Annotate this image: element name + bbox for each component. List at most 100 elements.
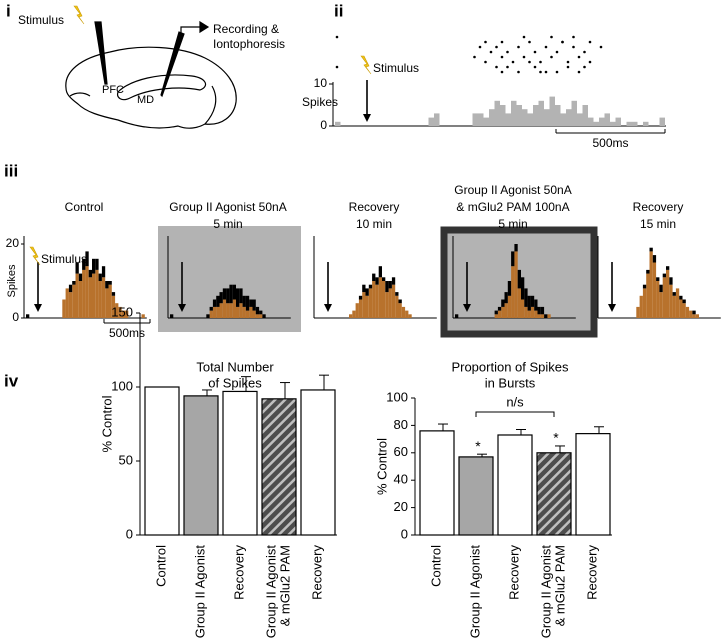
raster-dot [517, 70, 520, 74]
bar-segment [534, 299, 538, 311]
bar-segment [695, 314, 699, 318]
annotation: Stimulus [373, 61, 419, 75]
bar-segment [26, 314, 30, 318]
bar-segment [521, 299, 525, 318]
bar-segment [652, 262, 657, 318]
x-tick-label: Recovery [584, 545, 599, 600]
bar [626, 121, 632, 126]
bar [505, 113, 511, 126]
scale-bar-label: 500ms [592, 136, 628, 150]
raster-dot [550, 55, 553, 59]
bar-segment [679, 295, 683, 300]
y-tick-label: 20 [394, 499, 408, 514]
bar-segment [101, 277, 106, 318]
y-axis-label: % Control [374, 438, 389, 495]
bar-segment [365, 295, 369, 318]
raster-dot [478, 45, 482, 49]
bar-segment [259, 314, 263, 318]
bar-segment [82, 269, 86, 318]
bar-segment [85, 251, 89, 267]
bar-segment [236, 306, 240, 318]
bar-segment [646, 273, 650, 318]
x-tick-label: & mGlu2 PAM [552, 545, 567, 626]
bar-segment [672, 292, 676, 296]
bar [419, 430, 455, 536]
bar-segment [242, 295, 246, 307]
bar-segment [375, 284, 379, 318]
significance-label: * [475, 438, 481, 454]
bar-segment [636, 306, 640, 318]
bar-segment [98, 281, 102, 318]
raster-dot [528, 40, 531, 44]
y-tick-label: 80 [394, 417, 408, 432]
raster-dot [500, 70, 504, 74]
bar-segment [105, 288, 109, 318]
bar-segment [209, 306, 213, 311]
bar-segment [212, 299, 217, 307]
bar [434, 113, 440, 126]
scale-bar-label: 500ms [109, 326, 145, 340]
chart-title: in Bursts [485, 375, 536, 390]
bar-segment [72, 281, 76, 285]
raster-dot [550, 35, 553, 39]
bar-segment [642, 288, 647, 318]
x-tick-label: & mGlu2 PAM [277, 545, 292, 626]
bar-segment [669, 277, 673, 285]
bar-segment [262, 314, 266, 318]
bar-segment [226, 303, 230, 318]
bar-segment [540, 314, 545, 318]
bar-segment [68, 292, 73, 318]
bar-segment [642, 284, 647, 289]
bar-segment [368, 288, 373, 318]
y-tick-label: 0 [12, 310, 19, 324]
bar-segment [382, 281, 386, 318]
bar-segment [115, 303, 119, 318]
panel-title: 5 min [213, 217, 242, 231]
bracket [475, 411, 555, 417]
bar-segment [527, 295, 531, 311]
bar-segment [216, 295, 220, 307]
y-tick-label: 20 [6, 236, 20, 250]
raster-dot [500, 55, 504, 59]
chart-title: Total Number [196, 359, 274, 374]
panel-title: Control [65, 200, 104, 214]
bar-segment [111, 295, 116, 318]
bar-segment [242, 306, 246, 318]
bar [511, 100, 517, 126]
raster-dot [572, 45, 575, 49]
bar-segment [666, 266, 670, 270]
bar [522, 109, 528, 126]
bar-segment [497, 306, 502, 311]
bar-segment [494, 310, 498, 315]
chart-title: of Spikes [208, 375, 262, 390]
bar-segment [382, 277, 386, 281]
bar-segment [219, 292, 223, 304]
y-tick-label: 40 [394, 472, 408, 487]
x-tick-label: Group II Agonist [192, 545, 207, 639]
raster-dot [555, 70, 559, 74]
bar-segment [455, 314, 459, 318]
bar-segment [675, 288, 680, 318]
bar-segment [78, 281, 83, 318]
bar-segment [659, 284, 663, 293]
bar [571, 100, 577, 126]
bar-segment [527, 310, 531, 318]
arrow-head [608, 304, 616, 312]
bar-segment [222, 299, 227, 318]
bar-segment [206, 314, 210, 318]
raster-dot [335, 35, 339, 39]
bar-segment [222, 288, 227, 300]
bar-segment [358, 299, 363, 318]
bar-segment [108, 281, 112, 285]
raster-dot [517, 45, 520, 49]
bar [144, 386, 180, 536]
bar-segment [259, 310, 263, 315]
arrow-head [324, 304, 332, 312]
x-tick-label: Recovery [231, 545, 246, 600]
bar-segment [511, 251, 515, 267]
y-tick-label: 0 [320, 118, 327, 132]
bar-segment [689, 310, 693, 318]
bar-segment [236, 288, 240, 307]
raster-dot [511, 60, 515, 64]
bar-segment [682, 303, 686, 318]
